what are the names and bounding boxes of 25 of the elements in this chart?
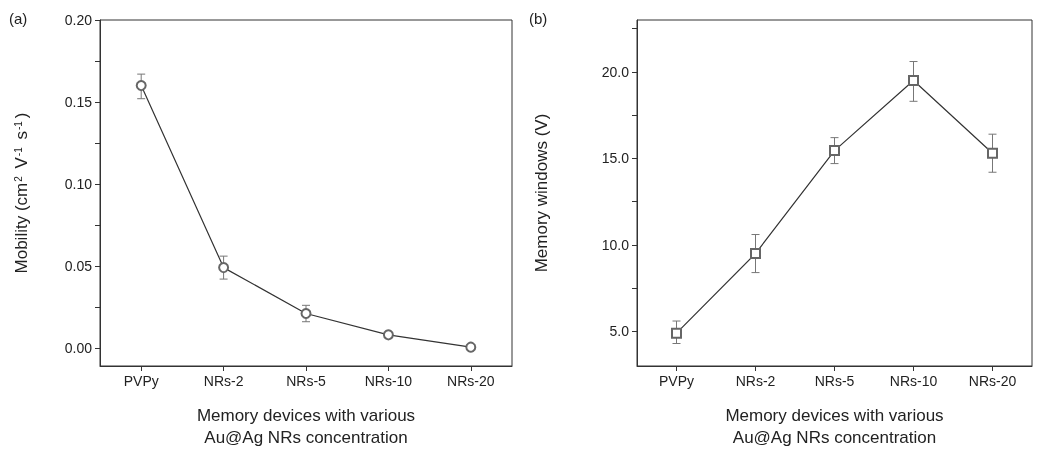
y-tick-label: 0.20 — [64, 12, 93, 28]
x-tick-label: PVPy — [658, 373, 695, 389]
x-tick-label: NRs-2 — [203, 373, 244, 389]
x-tick-label: NRs-5 — [814, 373, 855, 389]
x-tick-label: NRs-2 — [735, 373, 776, 389]
x-axis-title: Memory devices with various Au@Ag NRs concentration — [196, 405, 416, 447]
x-tick-label: NRs-20 — [447, 373, 495, 389]
y-axis-title: Memory windows (V) — [532, 113, 551, 273]
y-tick-label: 0.00 — [64, 339, 93, 356]
y-axis-title: Mobility (cm2 V-1 s-1) — [12, 112, 31, 274]
x-axis-title: Memory devices with various Au@Ag NRs concentration — [725, 405, 944, 447]
chart-title: (a) — [9, 10, 28, 27]
y-tick-label: 0.05 — [64, 257, 93, 274]
y-tick-label: 0.15 — [64, 93, 93, 110]
chart-title: (b) — [529, 10, 548, 27]
x-tick-label: NRs-10 — [364, 373, 413, 389]
x-tick-label: PVPy — [123, 373, 159, 389]
x-tick-label: NRs-20 — [968, 373, 1017, 389]
x-tick-label: NRs-5 — [286, 373, 327, 389]
x-tick-label: NRs-10 — [889, 373, 938, 389]
y-tick-label: 15.0 — [601, 150, 630, 167]
y-tick-label: 0.10 — [64, 175, 93, 192]
y-tick-label: 10.0 — [601, 236, 630, 253]
y-tick-label: 20.0 — [601, 63, 630, 80]
y-tick-label: 5.0 — [609, 323, 630, 340]
